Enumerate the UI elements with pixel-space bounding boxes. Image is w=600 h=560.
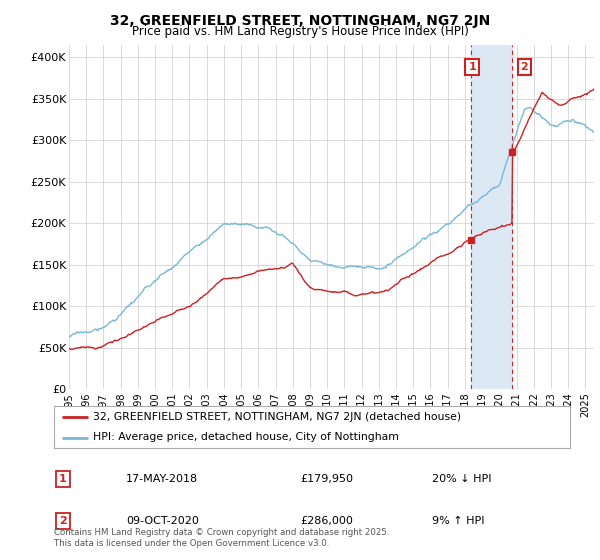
Text: Contains HM Land Registry data © Crown copyright and database right 2025.
This d: Contains HM Land Registry data © Crown c…	[54, 528, 389, 548]
Text: 32, GREENFIELD STREET, NOTTINGHAM, NG7 2JN: 32, GREENFIELD STREET, NOTTINGHAM, NG7 2…	[110, 14, 490, 28]
Text: Price paid vs. HM Land Registry's House Price Index (HPI): Price paid vs. HM Land Registry's House …	[131, 25, 469, 38]
Text: 2: 2	[59, 516, 67, 526]
Text: 09-OCT-2020: 09-OCT-2020	[126, 516, 199, 526]
Text: 1: 1	[59, 474, 67, 484]
Text: 20% ↓ HPI: 20% ↓ HPI	[432, 474, 491, 484]
Text: 32, GREENFIELD STREET, NOTTINGHAM, NG7 2JN (detached house): 32, GREENFIELD STREET, NOTTINGHAM, NG7 2…	[92, 412, 461, 422]
Text: 9% ↑ HPI: 9% ↑ HPI	[432, 516, 485, 526]
Text: HPI: Average price, detached house, City of Nottingham: HPI: Average price, detached house, City…	[92, 432, 398, 442]
Text: 17-MAY-2018: 17-MAY-2018	[126, 474, 198, 484]
Text: £286,000: £286,000	[300, 516, 353, 526]
Bar	[471, 45, 512, 389]
Text: £179,950: £179,950	[300, 474, 353, 484]
Text: 1: 1	[468, 62, 476, 72]
Text: 2: 2	[520, 62, 528, 72]
